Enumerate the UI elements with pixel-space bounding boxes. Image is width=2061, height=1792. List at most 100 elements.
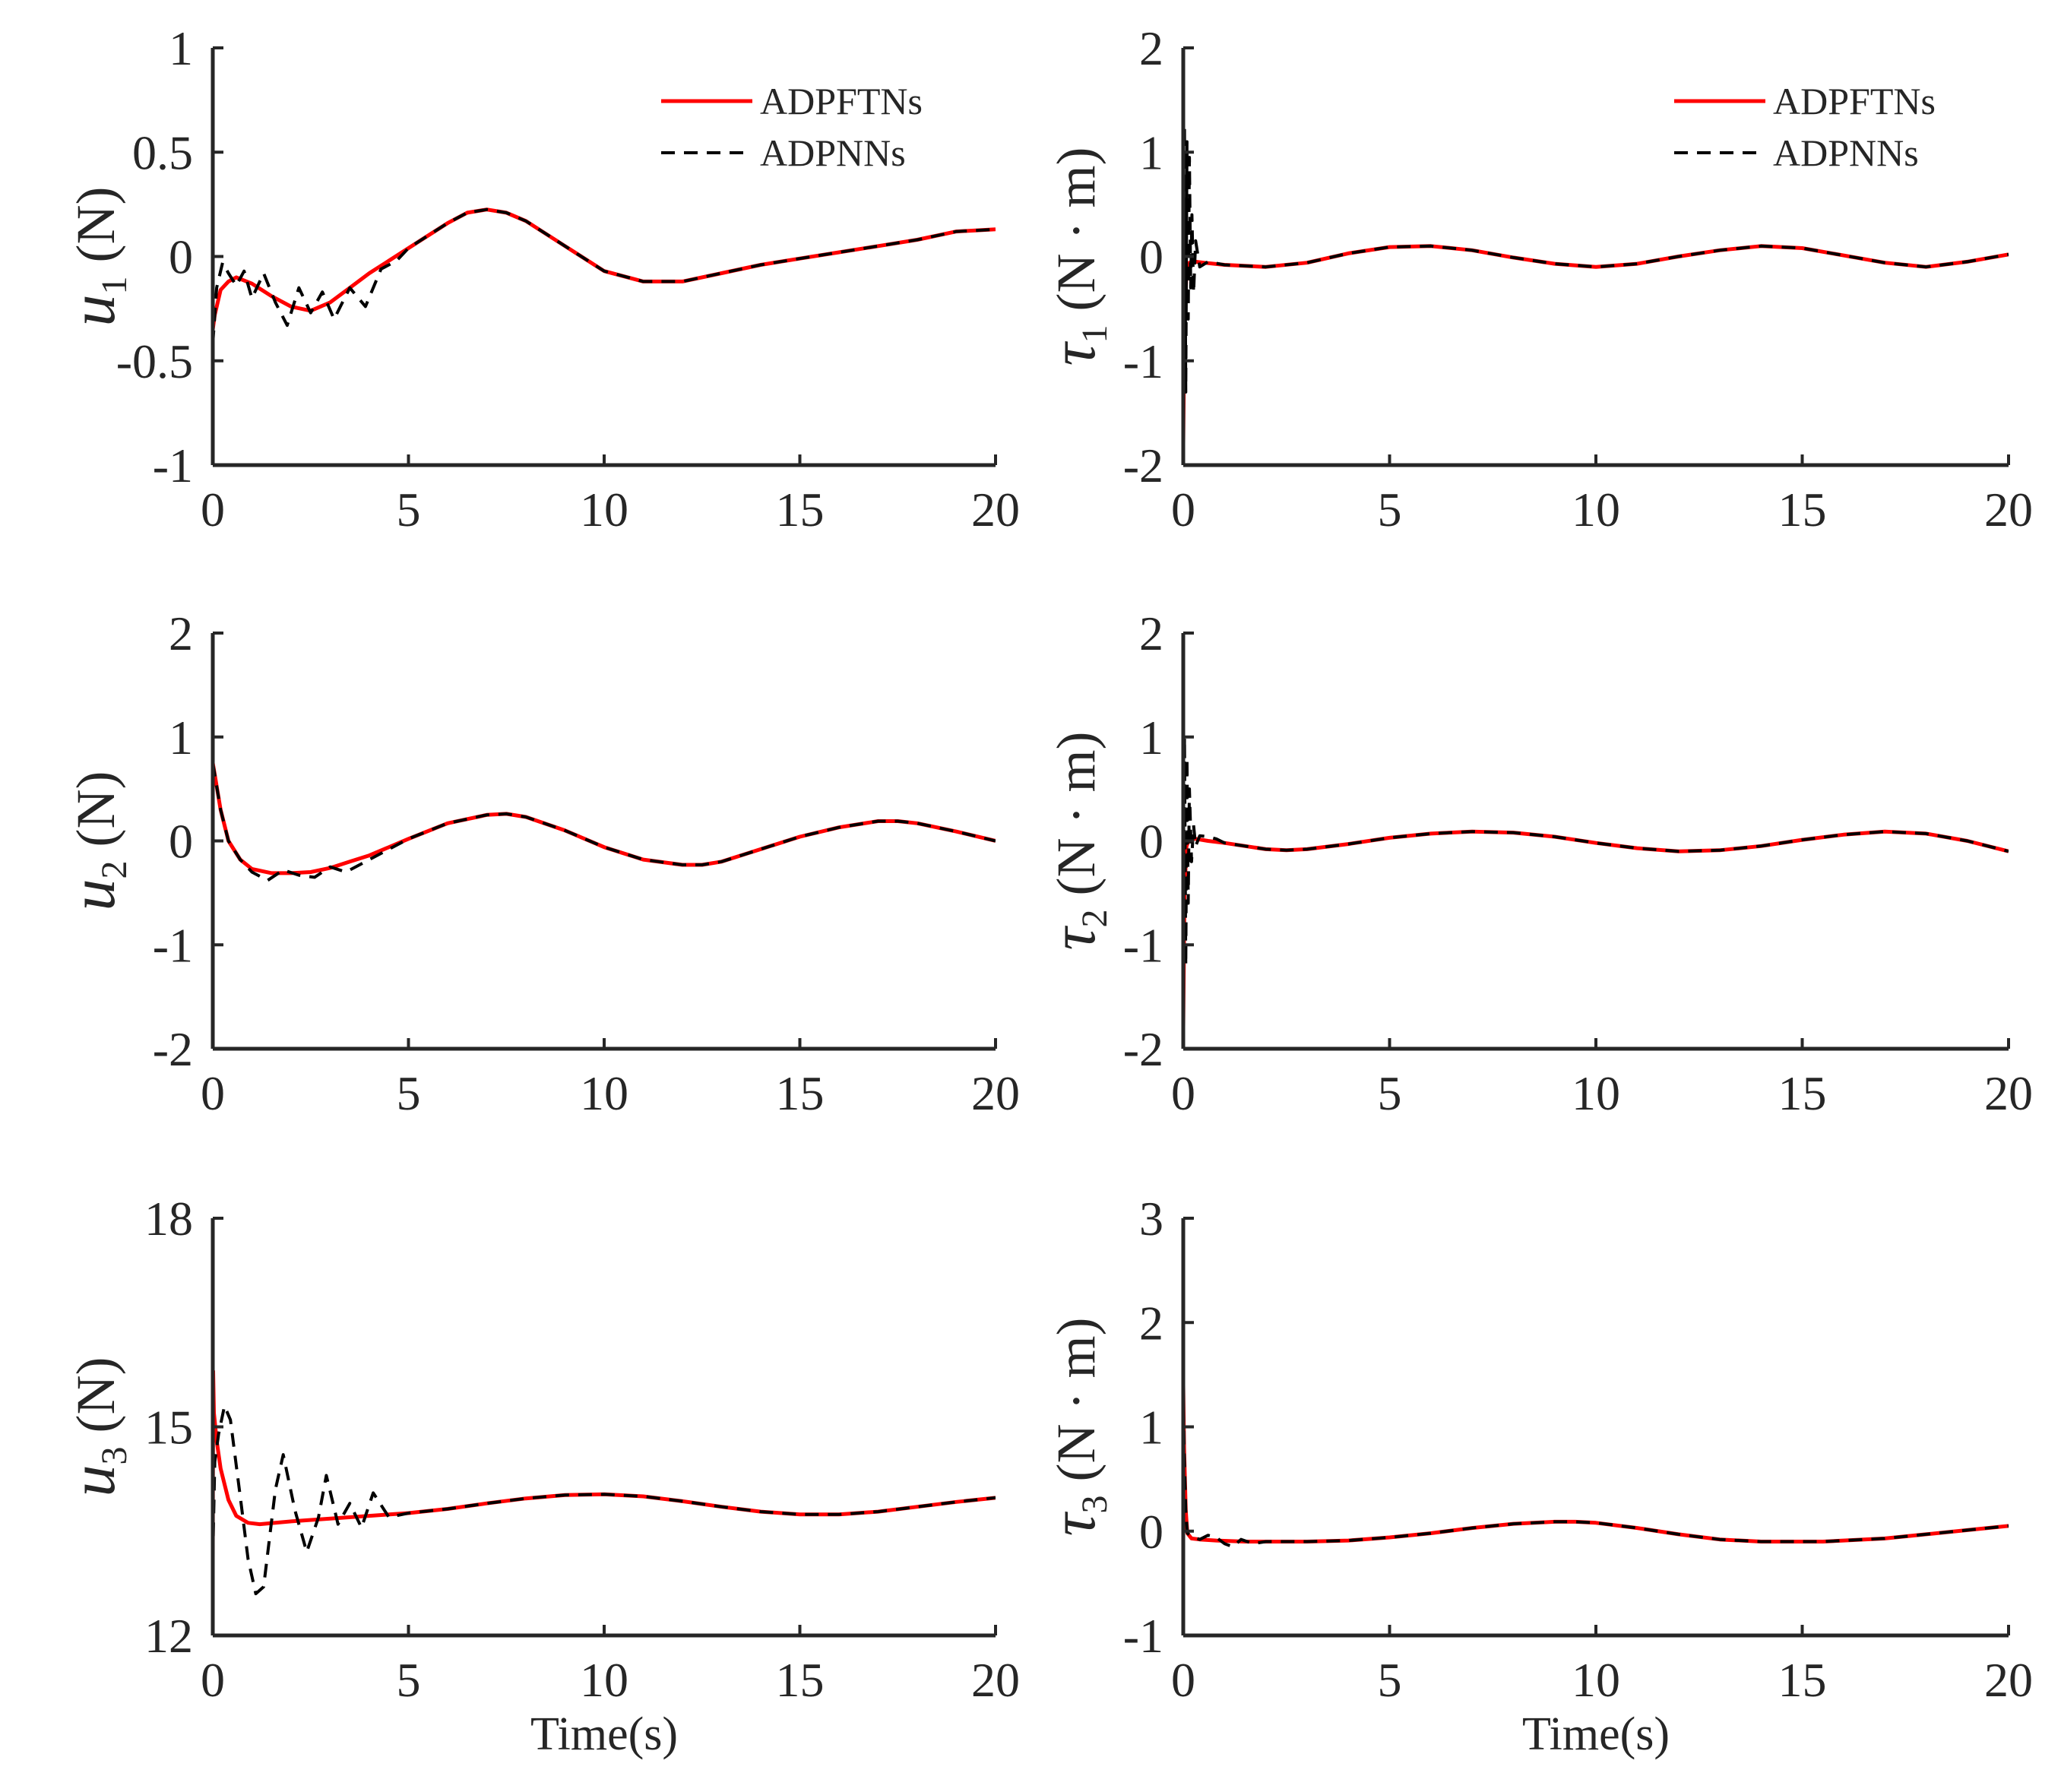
x-tick-label: 20	[1984, 483, 2033, 537]
legend-label-adpnns: ADPNNs	[760, 131, 906, 174]
y-axis-label: u2 (N)	[58, 771, 135, 911]
y-axis-label: τ2 (N · m)	[1038, 731, 1115, 950]
series-line-adpftns	[213, 1369, 996, 1559]
x-axis-label: Time(s)	[530, 1708, 678, 1760]
x-tick-label: 10	[1572, 1066, 1620, 1120]
y-label-subscript: 1	[1075, 325, 1115, 343]
y-label-symbol: u	[58, 879, 128, 910]
y-tick-label: 18	[144, 1192, 193, 1246]
x-tick-label: 5	[397, 1066, 421, 1120]
y-axis-label: τ1 (N · m)	[1038, 147, 1115, 366]
y-label-unit: (N · m)	[1046, 1317, 1106, 1481]
y-tick-label: 0.5	[132, 125, 193, 179]
y-tick-label: -2	[1123, 439, 1163, 492]
series-line-adpftns	[1183, 244, 2009, 445]
y-tick-label: 12	[144, 1609, 193, 1663]
y-tick-label: -2	[153, 1022, 193, 1076]
y-tick-label: -1	[1123, 918, 1163, 972]
y-tick-label: 0	[1139, 815, 1163, 869]
y-tick-label: 0	[1139, 1505, 1163, 1559]
x-tick-label: 5	[397, 1653, 421, 1707]
y-label-subscript: 2	[94, 860, 135, 879]
x-tick-label: 10	[1572, 1653, 1620, 1707]
x-tick-label: 5	[1378, 1066, 1402, 1120]
x-tick-label: 10	[580, 1653, 628, 1707]
legend-label-adpftns: ADPFTNs	[1773, 80, 1936, 122]
y-tick-label: 2	[1139, 606, 1163, 660]
series-line-adpftns	[1183, 1385, 2009, 1543]
x-tick-label: 15	[776, 1066, 825, 1120]
series-line-adpftns	[1183, 829, 2009, 1028]
legend: ADPFTNs ADPNNs	[1674, 80, 1936, 174]
y-label-unit: (N · m)	[1046, 147, 1106, 311]
y-label-symbol: τ	[1038, 341, 1109, 366]
y-tick-label: -0.5	[116, 334, 193, 388]
y-tick-label: -1	[1123, 334, 1163, 388]
x-axis-label: Time(s)	[1522, 1708, 1670, 1760]
x-tick-label: 10	[1572, 483, 1620, 537]
x-tick-label: 20	[971, 483, 1020, 537]
x-tick-label: 15	[776, 1653, 825, 1707]
y-tick-label: 0	[1139, 230, 1163, 284]
y-tick-label: 2	[1139, 21, 1163, 75]
y-tick-label: 1	[1139, 711, 1163, 765]
x-tick-label: 20	[971, 1066, 1020, 1120]
y-tick-label: -1	[1123, 1609, 1163, 1663]
x-tick-label: 15	[1778, 483, 1827, 537]
y-tick-label: 1	[169, 711, 193, 765]
x-tick-label: 20	[971, 1653, 1020, 1707]
y-tick-label: -1	[153, 918, 193, 972]
y-label-unit: (N)	[65, 187, 126, 263]
y-axis-label: u3 (N)	[58, 1357, 135, 1497]
y-tick-label: 1	[1139, 125, 1163, 179]
x-tick-label: 15	[1778, 1066, 1827, 1120]
x-tick-label: 10	[580, 1066, 628, 1120]
legend-label-adpftns: ADPFTNs	[760, 80, 923, 122]
y-tick-label: 1	[1139, 1401, 1163, 1455]
series-line-adpnns	[213, 762, 996, 882]
x-tick-label: 5	[1378, 1653, 1402, 1707]
y-label-unit: (N · m)	[1046, 731, 1106, 895]
series-line-adpnns	[213, 207, 996, 344]
y-tick-label: 3	[1139, 1192, 1163, 1246]
y-axis-label: τ3 (N · m)	[1038, 1317, 1115, 1536]
legend-label-adpnns: ADPNNs	[1773, 131, 1919, 174]
x-tick-label: 5	[397, 483, 421, 537]
legend: ADPFTNs ADPNNs	[661, 80, 923, 174]
chart-u3: 0 5 10 15 20 12 15 18 u3 (N) Time(s)	[58, 1192, 1020, 1760]
x-tick-label: 0	[201, 1066, 225, 1120]
series-line-adpnns	[213, 1404, 996, 1596]
x-tick-label: 0	[1171, 483, 1195, 537]
y-tick-label: 2	[169, 606, 193, 660]
x-tick-label: 15	[776, 483, 825, 537]
y-tick-label: -2	[1123, 1022, 1163, 1076]
x-tick-label: 20	[1984, 1653, 2033, 1707]
y-label-subscript: 3	[94, 1446, 135, 1464]
x-tick-label: 10	[580, 483, 628, 537]
y-label-symbol: u	[58, 1464, 128, 1496]
series-line-adpnns	[1183, 735, 2009, 1050]
series-line-adpftns	[213, 762, 996, 875]
series-line-adpnns	[1183, 1385, 2009, 1549]
y-tick-label: 0	[169, 815, 193, 869]
y-axis-label: u1 (N)	[58, 187, 135, 327]
y-label-unit: (N)	[65, 771, 126, 847]
y-label-subscript: 2	[1075, 909, 1115, 927]
y-label-subscript: 3	[1075, 1495, 1115, 1513]
x-tick-label: 5	[1378, 483, 1402, 537]
x-tick-label: 0	[1171, 1653, 1195, 1707]
x-tick-label: 0	[201, 1653, 225, 1707]
series-line-adpnns	[1183, 124, 2009, 466]
y-label-symbol: τ	[1038, 926, 1109, 951]
x-tick-label: 15	[1778, 1653, 1827, 1707]
y-tick-label: 1	[169, 21, 193, 75]
y-label-subscript: 1	[94, 276, 135, 294]
y-tick-label: 2	[1139, 1296, 1163, 1350]
y-label-symbol: τ	[1038, 1512, 1109, 1537]
